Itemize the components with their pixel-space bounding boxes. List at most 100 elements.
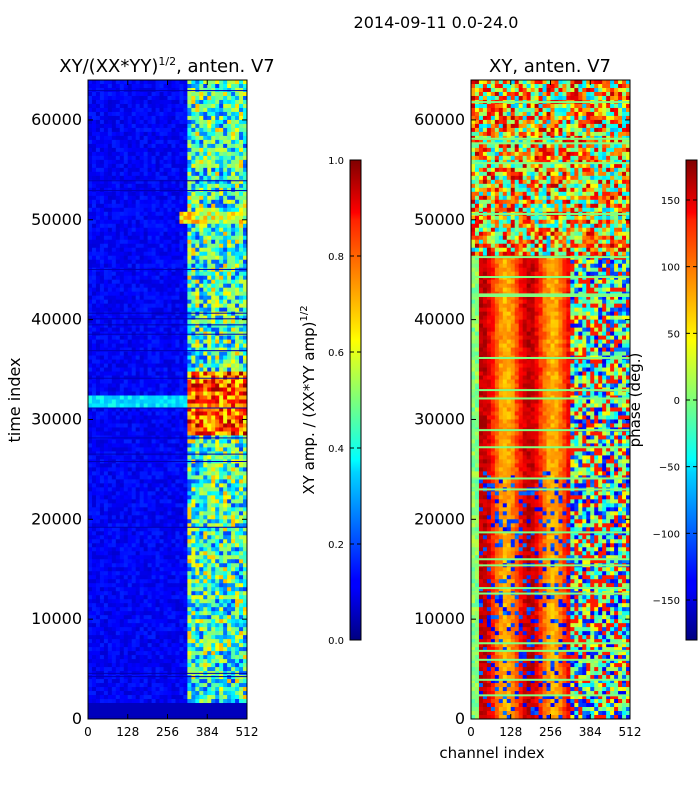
heatmap-cell (143, 223, 149, 229)
heatmap-cell (119, 99, 125, 105)
heatmap-cell (115, 163, 121, 169)
heatmap-cell (135, 547, 141, 552)
heatmap-cell (199, 559, 204, 564)
heatmap-cell (175, 395, 180, 400)
heatmap-cell (171, 231, 176, 237)
heatmap-cell (91, 323, 97, 329)
heatmap-cell (139, 555, 145, 560)
heatmap-cell (155, 371, 160, 376)
heatmap-cell (231, 307, 236, 313)
heatmap-cell (203, 183, 208, 189)
heatmap-cell (207, 311, 212, 317)
heatmap-cell (119, 135, 125, 141)
heatmap-cell (147, 483, 152, 488)
heatmap-cell (163, 291, 168, 297)
heatmap-cell (191, 503, 196, 508)
heatmap-cell (219, 215, 224, 221)
heatmap-cell (239, 131, 244, 137)
heatmap-cell (123, 527, 129, 532)
heatmap-cell (91, 163, 97, 169)
heatmap-cell (167, 119, 172, 125)
heatmap-cell (235, 263, 240, 269)
heatmap-cell (243, 103, 247, 109)
heatmap-cell (163, 255, 168, 261)
heatmap-cell (239, 163, 244, 169)
heatmap-cell (143, 515, 149, 520)
heatmap-cell (115, 215, 121, 221)
heatmap-cell (111, 127, 117, 133)
heatmap-cell (159, 475, 164, 480)
heatmap-cell (103, 519, 109, 524)
heatmap-cell (171, 455, 176, 460)
heatmap-cell (239, 531, 244, 536)
heatmap-cell (163, 167, 168, 173)
heatmap-cell (179, 431, 184, 436)
heatmap-cell (203, 527, 208, 532)
heatmap-cell (147, 555, 152, 560)
heatmap-cell (88, 323, 93, 329)
heatmap-cell (199, 555, 204, 560)
heatmap-cell (211, 379, 216, 384)
heatmap-cell (171, 551, 176, 556)
heatmap-cell (219, 367, 224, 372)
heatmap-cell (195, 543, 200, 548)
heatmap-cell (171, 355, 176, 360)
heatmap-cell (167, 199, 172, 205)
heatmap-cell (215, 111, 220, 117)
heatmap-cell (115, 80, 121, 85)
heatmap-cell (191, 123, 196, 129)
heatmap-cell (215, 379, 220, 384)
heatmap-cell (107, 419, 113, 424)
heatmap-cell (175, 391, 180, 396)
heatmap-cell (191, 255, 196, 261)
heatmap-cell (99, 239, 105, 245)
heatmap-cell (163, 315, 168, 321)
heatmap-cell (203, 575, 208, 580)
heatmap-cell (243, 491, 247, 496)
heatmap-cell (187, 227, 192, 233)
heatmap-cell (115, 251, 121, 257)
heatmap-cell (219, 171, 224, 177)
heatmap-cell (119, 335, 125, 340)
heatmap-cell (131, 223, 137, 229)
heatmap-cell (131, 323, 137, 329)
heatmap-cell (139, 307, 145, 313)
heatmap-cell (203, 99, 208, 105)
heatmap-cell (143, 411, 149, 416)
heatmap-cell (119, 431, 125, 436)
heatmap-cell (111, 527, 117, 532)
heatmap-cell (243, 271, 247, 277)
heatmap-cell (143, 471, 149, 476)
heatmap-cell (195, 287, 200, 293)
heatmap-cell (195, 547, 200, 552)
heatmap-cell (187, 387, 192, 392)
heatmap-cell (227, 187, 232, 193)
heatmap-cell (187, 315, 192, 321)
heatmap-cell (147, 243, 152, 249)
heatmap-cell (187, 255, 192, 261)
heatmap-cell (199, 315, 204, 321)
heatmap-cell (103, 111, 109, 117)
heatmap-cell (235, 547, 240, 552)
heatmap-cell (191, 263, 196, 269)
heatmap-cell (239, 103, 244, 109)
heatmap-cell (227, 211, 232, 217)
heatmap-cell (215, 255, 220, 261)
heatmap-cell (143, 467, 149, 472)
heatmap-cell (183, 251, 188, 257)
heatmap-cell (127, 203, 133, 209)
heatmap-cell (139, 467, 145, 472)
heatmap-cell (167, 307, 172, 313)
heatmap-cell (179, 151, 184, 157)
heatmap-cell (171, 515, 176, 520)
heatmap-cell (187, 515, 192, 520)
heatmap-cell (123, 351, 129, 356)
heatmap-cell (151, 127, 156, 133)
heatmap-cell (99, 495, 105, 500)
heatmap-cell (195, 279, 200, 285)
heatmap-cell (107, 455, 113, 460)
heatmap-cell (195, 203, 200, 209)
heatmap-cell (195, 167, 200, 173)
heatmap-cell (187, 363, 192, 368)
heatmap-cell (159, 131, 164, 137)
